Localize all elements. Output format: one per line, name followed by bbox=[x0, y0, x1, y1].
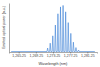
x-tick-label: 1,273.25 bbox=[47, 54, 61, 58]
x-tick-label: 1,281.25 bbox=[81, 54, 95, 58]
x-tick-label: 1,265.25 bbox=[12, 54, 26, 58]
x-tick-label: 1,269.25 bbox=[30, 54, 44, 58]
spectrum-line bbox=[11, 5, 95, 51]
y-axis bbox=[9, 4, 10, 53]
x-tick-label: 1,277.25 bbox=[64, 54, 78, 58]
x-axis-title: Wavelength (nm) bbox=[39, 62, 69, 66]
plot-area bbox=[11, 5, 95, 51]
x-axis: 1,265.25 1,269.251,273.251,277.251,281.25 bbox=[10, 52, 98, 58]
x-tick: 1,277.25 bbox=[64, 52, 78, 58]
x-tick: 1,265.25 bbox=[12, 52, 26, 58]
chart: 1,265.25 1,269.251,273.251,277.251,281.25… bbox=[0, 0, 100, 67]
x-tick: 1,269.25 bbox=[30, 52, 44, 58]
y-axis-title: Emitted optical power (a.u.) bbox=[2, 6, 6, 49]
x-tick: 1,273.25 bbox=[47, 52, 61, 58]
x-tick: 1,281.25 bbox=[81, 52, 95, 58]
y-axis-line bbox=[9, 4, 10, 53]
